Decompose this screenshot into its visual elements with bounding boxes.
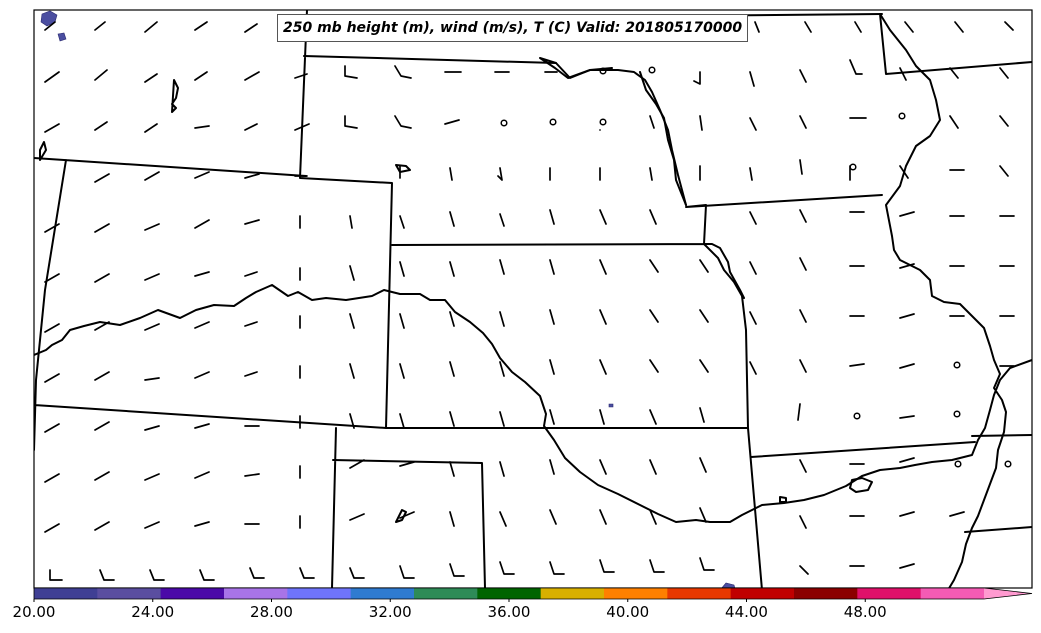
colorbar-band bbox=[794, 588, 858, 599]
colorbar-band bbox=[667, 588, 732, 599]
colorbar-band bbox=[97, 588, 162, 599]
colorbar-tick-label: 24.00 bbox=[131, 603, 175, 621]
colorbar-tick-label: 44.00 bbox=[725, 603, 768, 621]
colorbar-segments bbox=[34, 588, 1032, 599]
colorbar-band bbox=[730, 588, 795, 599]
boundary-lines bbox=[34, 10, 1032, 588]
colorbar-tick-label: 48.00 bbox=[843, 603, 887, 621]
colorbar-tick-label: 36.00 bbox=[487, 603, 531, 621]
colorbar-band bbox=[160, 588, 225, 599]
colorbar-tick-label: 20.00 bbox=[12, 603, 56, 621]
colorbar-tick-label: 28.00 bbox=[250, 603, 293, 621]
lake-outlines bbox=[39, 79, 873, 523]
colorbar bbox=[33, 587, 1033, 602]
colorbar-extend-arrow bbox=[984, 588, 1032, 599]
colorbar-ticks bbox=[33, 599, 866, 602]
colorbar-band bbox=[414, 588, 478, 599]
colorbar-band bbox=[287, 588, 352, 599]
colorbar-outline bbox=[33, 587, 1033, 600]
colorbar-band bbox=[477, 588, 542, 599]
colorbar-tick-label: 32.00 bbox=[368, 603, 412, 621]
wind-barbs bbox=[44, 17, 1015, 581]
colorbar-band bbox=[604, 588, 668, 599]
map-background bbox=[34, 10, 1032, 588]
colorbar-tick-label: 40.00 bbox=[606, 603, 650, 621]
map-title: 250 mb height (m), wind (m/s), T (C) Val… bbox=[277, 14, 749, 42]
colorbar-band bbox=[350, 588, 415, 599]
colorbar-band bbox=[224, 588, 288, 599]
colorbar-band bbox=[540, 588, 605, 599]
colorbar-band bbox=[34, 588, 98, 599]
colorbar-band bbox=[857, 588, 922, 599]
colorbar-band bbox=[920, 588, 985, 599]
river-boundaries bbox=[34, 13, 1032, 588]
